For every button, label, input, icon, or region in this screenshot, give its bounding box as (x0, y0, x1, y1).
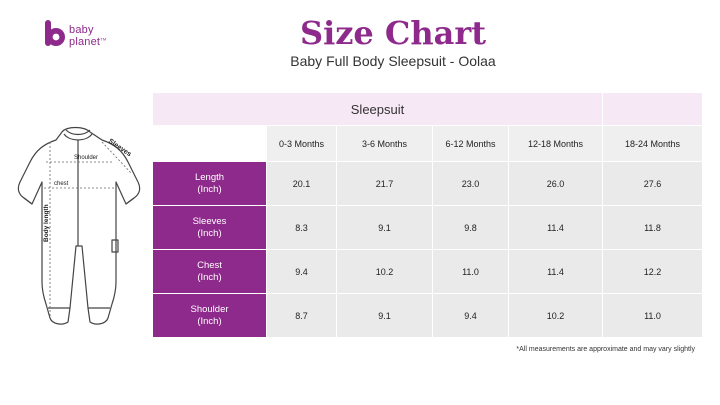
column-header: 12-18 Months (507, 125, 604, 162)
shoulder-label: Shoulder (74, 155, 98, 161)
table-cell: 11.0 (602, 293, 704, 338)
table-cell: 8.7 (266, 293, 337, 338)
table-cell: 11.4 (507, 205, 604, 250)
table-cell: 26.0 (507, 161, 604, 206)
row-label: Shoulder (Inch) (152, 293, 267, 338)
row-label-text: Chest (197, 259, 222, 271)
table-cell: 12.2 (602, 249, 704, 294)
table-row: Sleeves (Inch) 8.3 9.1 9.8 11.4 11.8 (152, 205, 704, 250)
table-cell: 9.4 (266, 249, 337, 294)
page-title: Size Chart (299, 14, 487, 52)
header-spacer-cell (602, 92, 704, 126)
row-label-text: Length (194, 171, 225, 183)
row-label-text: Sleeves (192, 215, 227, 227)
table-cell: 20.1 (266, 161, 337, 206)
row-label-text: Shoulder (190, 303, 229, 315)
row-label-unit: (Inch) (197, 183, 222, 195)
size-chart-table: Sleepsuit 0-3 Months 3-6 Months 6-12 Mon… (151, 92, 704, 338)
sleepsuit-measurement-illustration: Shoulder chest Sleeves Body length (17, 126, 141, 325)
table-cell: 9.1 (336, 205, 433, 250)
table-cell: 21.7 (336, 161, 433, 206)
brand-logo: baby planetTM (44, 19, 124, 53)
page-subtitle: Baby Full Body Sleepsuit - Oolaa (290, 53, 496, 69)
column-header: 3-6 Months (336, 125, 433, 162)
table-cell: 10.2 (507, 293, 604, 338)
table-header-row: Sleepsuit (151, 92, 704, 126)
trademark-mark: TM (100, 36, 107, 42)
column-header: 0-3 Months (266, 125, 337, 162)
row-label: Length (Inch) (152, 161, 267, 206)
table-cell: 9.8 (432, 205, 509, 250)
table-cell: 11.0 (432, 249, 509, 294)
table-cell: 27.6 (602, 161, 704, 206)
row-label-unit: (Inch) (197, 271, 222, 283)
column-header-row: 0-3 Months 3-6 Months 6-12 Months 12-18 … (152, 125, 704, 162)
chest-label: chest (54, 181, 69, 187)
column-header: 6-12 Months (432, 125, 509, 162)
row-label: Chest (Inch) (152, 249, 267, 294)
product-name: Sleepsuit (151, 92, 604, 126)
sleeves-label: Sleeves (107, 138, 133, 158)
column-header: 18-24 Months (602, 125, 704, 162)
table-cell: 10.2 (336, 249, 433, 294)
brand-name-line1: baby (69, 24, 94, 36)
table-cell: 11.8 (602, 205, 704, 250)
table-cell: 9.4 (432, 293, 509, 338)
brand-name-line2-text: planet (69, 36, 101, 48)
table-row: Shoulder (Inch) 8.7 9.1 9.4 10.2 11.0 (152, 293, 704, 338)
body-length-label: Body length (43, 204, 50, 242)
row-label-unit: (Inch) (197, 227, 222, 239)
table-row: Chest (Inch) 9.4 10.2 11.0 11.4 12.2 (152, 249, 704, 294)
table-cell: 11.4 (507, 249, 604, 294)
measurement-disclaimer: *All measurements are approximate and ma… (516, 346, 695, 353)
brand-name-line2: planetTM (69, 36, 106, 48)
corner-cell (152, 125, 267, 162)
baby-planet-logo-icon (45, 20, 65, 46)
table-cell: 23.0 (432, 161, 509, 206)
row-label-unit: (Inch) (197, 315, 222, 327)
row-label: Sleeves (Inch) (152, 205, 267, 250)
table-row: Length (Inch) 20.1 21.7 23.0 26.0 27.6 (152, 161, 704, 206)
table-cell: 8.3 (266, 205, 337, 250)
table-cell: 9.1 (336, 293, 433, 338)
